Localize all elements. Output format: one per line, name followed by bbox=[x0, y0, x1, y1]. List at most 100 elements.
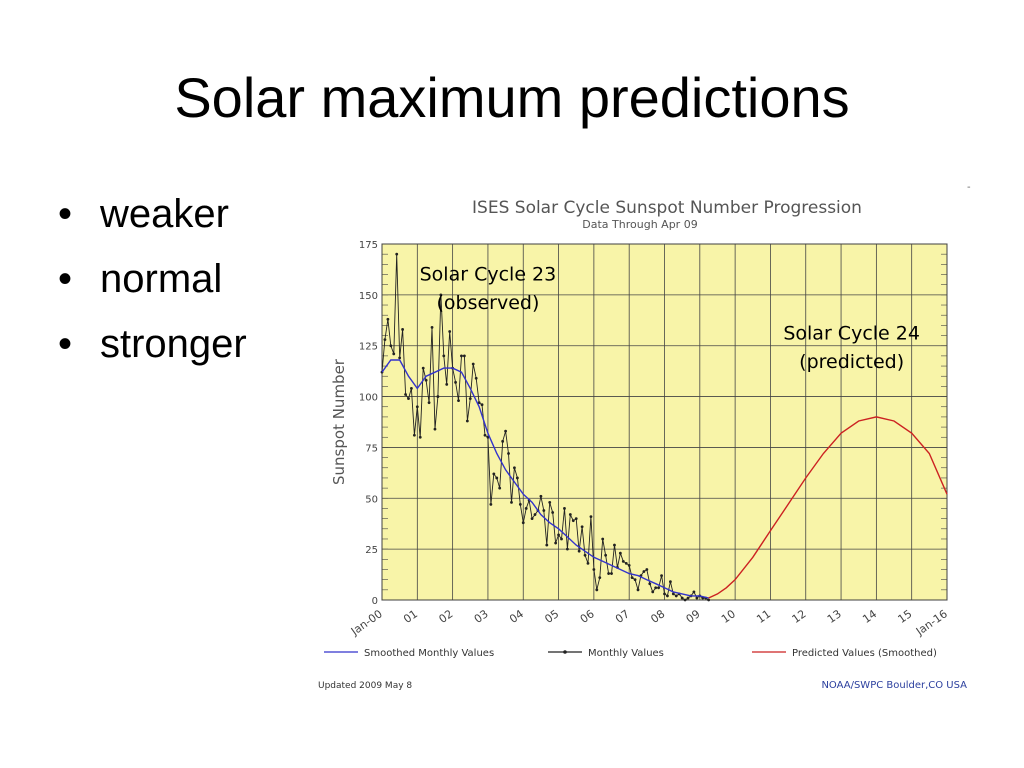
monthly-value-point bbox=[392, 352, 396, 356]
chart-annotation: (predicted) bbox=[799, 351, 904, 373]
monthly-value-point bbox=[436, 395, 440, 398]
series-line-predicted-values-smoothed bbox=[708, 416, 948, 599]
monthly-value-point bbox=[548, 500, 552, 504]
legend-label: Smoothed Monthly Values bbox=[364, 648, 494, 659]
monthly-value-point bbox=[545, 543, 549, 547]
monthly-value-point bbox=[554, 541, 558, 545]
sunspot-chart: - ISES Solar Cycle Sunspot Number Progre… bbox=[312, 178, 977, 698]
monthly-value-point bbox=[707, 598, 711, 602]
corner-mark: - bbox=[967, 182, 971, 193]
monthly-value-point bbox=[633, 578, 637, 582]
monthly-value-point bbox=[571, 519, 575, 523]
monthly-value-point bbox=[445, 382, 449, 386]
monthly-value-point bbox=[383, 338, 387, 342]
bullet-dot-icon: • bbox=[58, 322, 73, 366]
monthly-value-point bbox=[454, 380, 457, 384]
monthly-value-point bbox=[574, 517, 578, 521]
monthly-value-point bbox=[533, 513, 537, 516]
y-tick-label: 50 bbox=[365, 494, 378, 505]
monthly-value-point bbox=[651, 590, 655, 594]
bullet-dot-icon: • bbox=[58, 257, 73, 301]
monthly-value-point bbox=[671, 592, 675, 596]
monthly-value-point bbox=[692, 590, 696, 594]
chart-title: ISES Solar Cycle Sunspot Number Progress… bbox=[472, 198, 862, 218]
monthly-value-point bbox=[668, 580, 672, 584]
monthly-value-point bbox=[498, 486, 502, 490]
slide-title: Solar maximum predictions bbox=[174, 66, 850, 129]
monthly-value-point bbox=[524, 507, 528, 510]
monthly-value-point bbox=[580, 525, 584, 529]
monthly-value-point bbox=[627, 564, 631, 567]
monthly-value-point bbox=[683, 598, 687, 602]
monthly-value-point bbox=[521, 521, 525, 525]
monthly-value-point bbox=[462, 354, 466, 358]
grid-lines bbox=[381, 243, 948, 601]
monthly-value-point bbox=[465, 419, 469, 423]
chart-annotations: Solar Cycle 23 (observed) Solar Cycle 24 (p… bbox=[420, 264, 920, 373]
bullet-item-normal: • normal bbox=[58, 251, 247, 316]
monthly-value-point bbox=[480, 403, 484, 407]
bullet-label: stronger bbox=[100, 322, 247, 366]
series-line-smoothed-monthly-values bbox=[381, 359, 709, 599]
monthly-value-point bbox=[468, 397, 472, 401]
monthly-value-point bbox=[492, 472, 496, 476]
bullet-item-weaker: • weaker bbox=[58, 186, 247, 251]
monthly-value-point bbox=[624, 561, 628, 565]
y-tick-labels: 0 25 50 75 100 125 150 175 bbox=[359, 240, 378, 607]
monthly-value-point bbox=[630, 576, 634, 580]
bullet-item-stronger: • stronger bbox=[58, 316, 247, 381]
monthly-value-point bbox=[495, 476, 499, 480]
bullet-dot-icon: • bbox=[58, 192, 73, 236]
monthly-value-point bbox=[430, 326, 434, 329]
monthly-value-point bbox=[601, 537, 605, 541]
monthly-value-point bbox=[515, 476, 519, 480]
y-tick-label: 25 bbox=[365, 545, 378, 556]
y-tick-label: 0 bbox=[372, 596, 378, 607]
monthly-value-point bbox=[442, 354, 446, 358]
y-tick-label: 175 bbox=[359, 240, 378, 251]
monthly-value-point bbox=[586, 561, 590, 565]
monthly-value-point bbox=[501, 439, 505, 443]
monthly-value-point bbox=[386, 317, 390, 321]
monthly-value-point bbox=[395, 252, 399, 256]
monthly-value-point bbox=[674, 594, 678, 598]
monthly-value-point bbox=[592, 568, 596, 571]
monthly-value-point bbox=[583, 553, 587, 557]
monthly-value-point bbox=[415, 405, 419, 409]
monthly-value-point bbox=[595, 588, 599, 592]
legend-label: Monthly Values bbox=[588, 648, 664, 659]
y-tick-label: 75 bbox=[365, 443, 378, 454]
sunspot-chart-figure: - ISES Solar Cycle Sunspot Number Progre… bbox=[312, 178, 977, 698]
monthly-value-point bbox=[407, 397, 410, 401]
monthly-value-point bbox=[439, 293, 443, 297]
monthly-value-point bbox=[483, 433, 487, 437]
chart-annotation: (observed) bbox=[436, 292, 539, 314]
monthly-value-point bbox=[401, 328, 404, 331]
monthly-value-point bbox=[563, 507, 566, 510]
monthly-value-point bbox=[657, 586, 661, 590]
monthly-value-point bbox=[642, 570, 646, 573]
monthly-value-point bbox=[518, 502, 522, 506]
monthly-value-point bbox=[568, 513, 572, 516]
monthly-value-point bbox=[621, 559, 625, 563]
monthly-value-point bbox=[507, 452, 510, 455]
monthly-value-point bbox=[618, 551, 622, 555]
monthly-value-point bbox=[457, 399, 460, 403]
monthly-value-point bbox=[542, 509, 546, 512]
legend-label: Predicted Values (Smoothed) bbox=[792, 648, 937, 659]
monthly-value-point bbox=[410, 387, 413, 390]
data-series bbox=[380, 252, 948, 602]
y-axis-label: Sunspot Number bbox=[330, 358, 348, 485]
monthly-value-point bbox=[513, 466, 516, 470]
monthly-value-point bbox=[666, 594, 669, 598]
monthly-value-point bbox=[389, 344, 393, 348]
monthly-value-point bbox=[471, 362, 475, 366]
monthly-value-point bbox=[607, 572, 611, 575]
monthly-value-point bbox=[663, 592, 666, 596]
monthly-value-point bbox=[577, 549, 581, 553]
monthly-value-point bbox=[560, 537, 563, 541]
chart-annotation: Solar Cycle 24 bbox=[783, 323, 920, 345]
monthly-value-point bbox=[398, 356, 402, 360]
monthly-value-point bbox=[412, 433, 416, 437]
monthly-value-point bbox=[539, 494, 543, 498]
